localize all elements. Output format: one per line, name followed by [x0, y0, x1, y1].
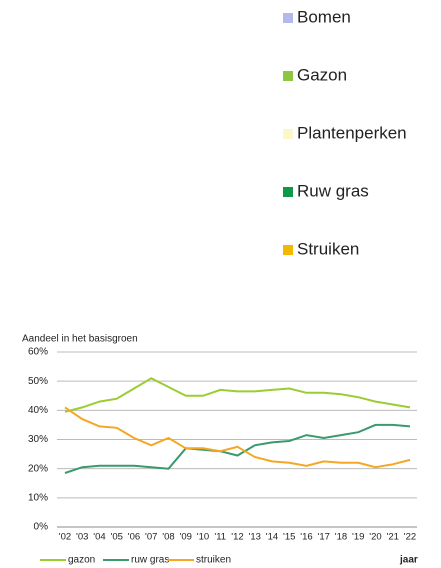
- y-tick-label: 0%: [34, 522, 49, 533]
- x-tick-label: '06: [128, 532, 140, 543]
- legend-swatch: [283, 245, 293, 255]
- x-tick-label: '13: [249, 532, 261, 543]
- x-tick-label: '11: [214, 532, 226, 543]
- x-tick-label: '18: [335, 532, 347, 543]
- y-tick-label: 20%: [28, 463, 48, 474]
- y-tick-label: 60%: [28, 347, 48, 358]
- x-tick-label: '19: [352, 532, 364, 543]
- x-tick-label: '05: [111, 532, 123, 543]
- series-line: [64, 377, 411, 413]
- x-tick-label: '09: [180, 532, 192, 543]
- x-tick-label: '21: [387, 532, 399, 543]
- legend-label: Struiken: [297, 239, 359, 258]
- legend-swatch: [283, 129, 293, 139]
- x-tick-label: '16: [300, 532, 312, 543]
- legend-label: Plantenperken: [297, 123, 407, 142]
- x-tick-label: '07: [145, 532, 157, 543]
- y-tick-label: 30%: [28, 434, 48, 445]
- series-line: [64, 423, 411, 474]
- legend-label: Gazon: [297, 65, 347, 84]
- x-tick-label: '22: [404, 532, 416, 543]
- x-tick-label: '12: [231, 532, 243, 543]
- y-axis-label: Aandeel in het basisgroen: [22, 334, 138, 345]
- legend-label: gazon: [68, 555, 95, 566]
- legend-label: Ruw gras: [297, 181, 369, 200]
- x-axis-label: jaar: [399, 555, 418, 566]
- x-tick-label: '04: [93, 532, 105, 543]
- legend-label: Bomen: [297, 7, 351, 26]
- x-tick-label: '02: [59, 532, 71, 543]
- series-line: [64, 406, 411, 469]
- legend-swatch: [283, 13, 293, 23]
- y-tick-label: 40%: [28, 405, 48, 416]
- x-tick-label: '17: [318, 532, 330, 543]
- x-tick-label: '20: [369, 532, 381, 543]
- legend-label: struiken: [196, 555, 231, 566]
- legend-swatch: [283, 71, 293, 81]
- y-tick-label: 10%: [28, 492, 48, 503]
- x-tick-label: '08: [162, 532, 174, 543]
- x-tick-label: '14: [266, 532, 278, 543]
- legend-swatch: [283, 187, 293, 197]
- x-tick-label: '15: [283, 532, 295, 543]
- x-tick-label: '03: [76, 532, 88, 543]
- x-tick-label: '10: [197, 532, 209, 543]
- legend-label: ruw gras: [131, 555, 169, 566]
- y-tick-label: 50%: [28, 376, 48, 387]
